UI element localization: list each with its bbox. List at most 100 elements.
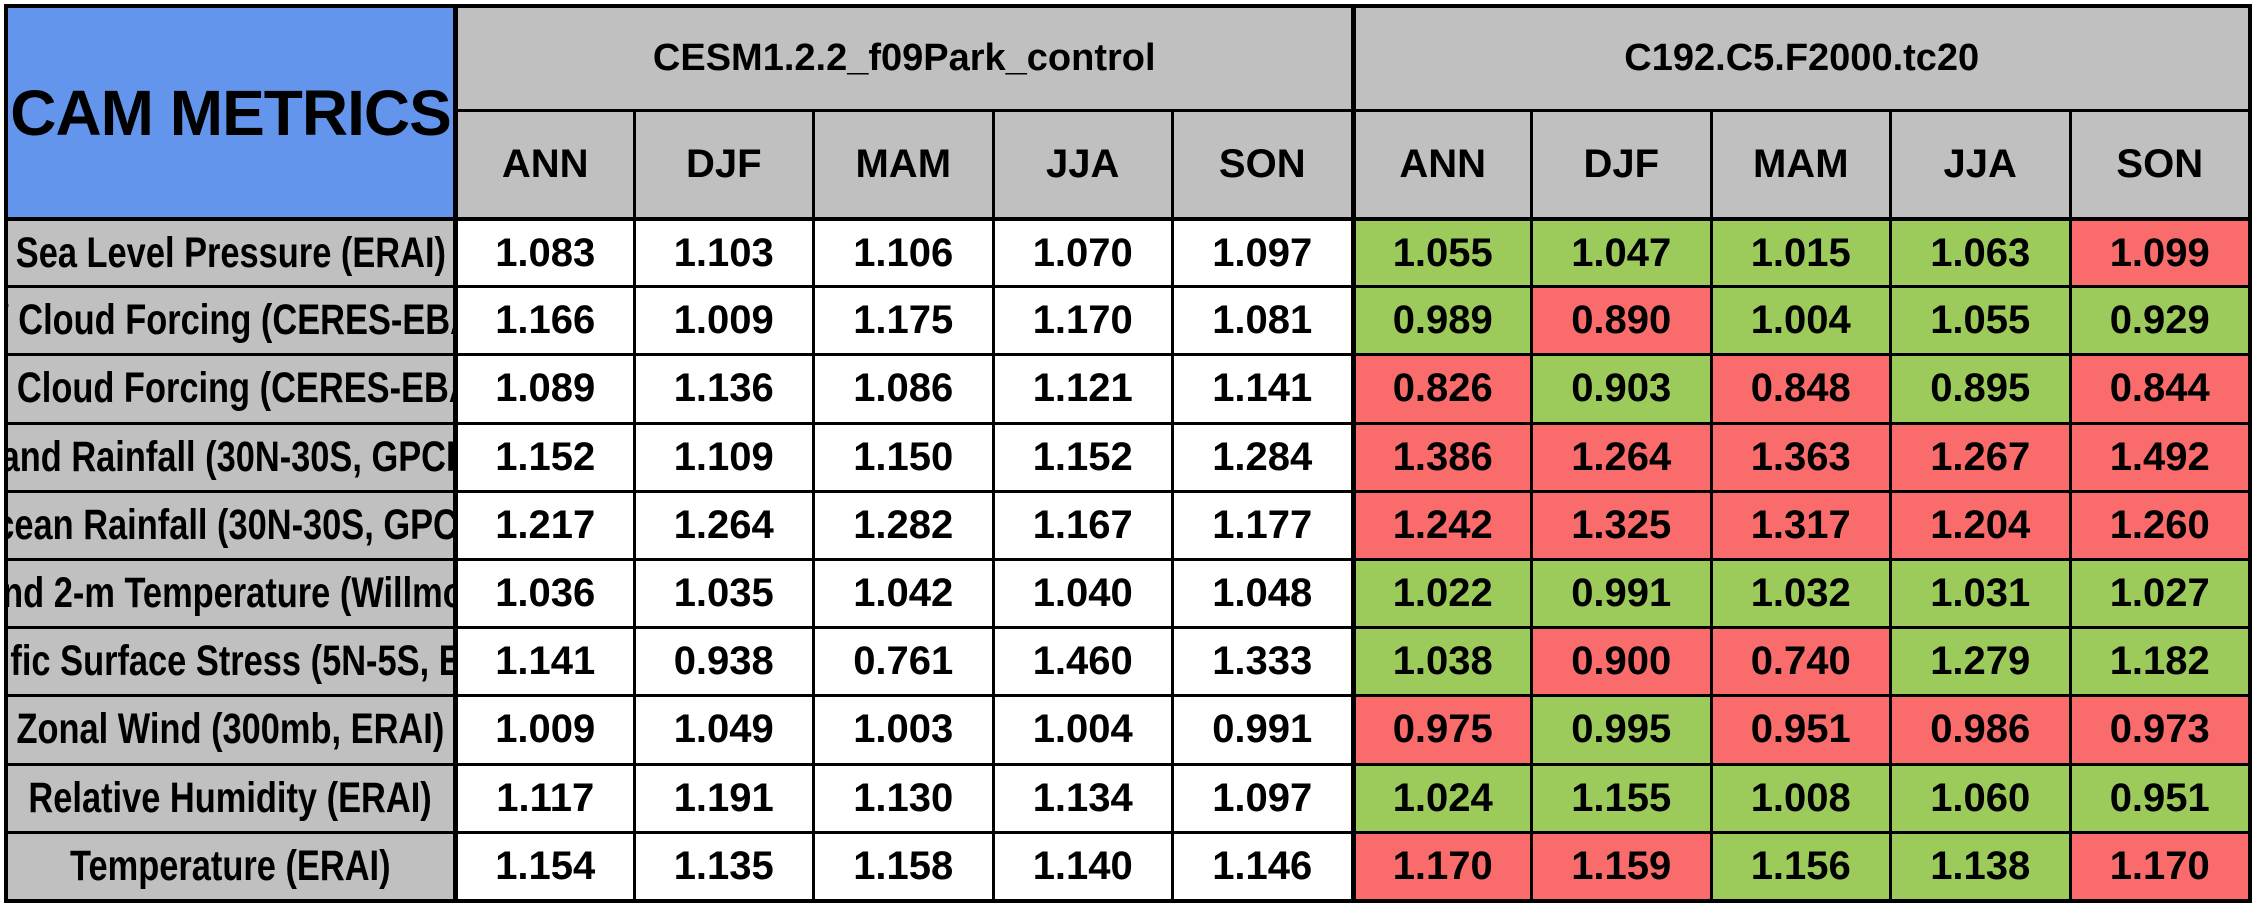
metric-label-text: Land Rainfall (30N-30S, GPCP) <box>8 432 453 481</box>
c192-value-cell: 1.264 <box>1533 424 1710 490</box>
metric-label: Ocean Rainfall (30N-30S, GPCP) <box>8 492 453 558</box>
c192-value-cell: 1.027 <box>2071 560 2248 627</box>
table-title-cell: CAM METRICS <box>8 8 453 217</box>
c192-value-cell: 1.038 <box>1353 629 1530 695</box>
c192-value-cell: 1.024 <box>1353 765 1530 831</box>
cesm-value-cell: 1.166 <box>456 288 633 354</box>
cesm-value-cell: 1.177 <box>1174 492 1351 558</box>
c192-value-cell: 1.170 <box>2071 833 2248 899</box>
c192-value-cell: 0.951 <box>2071 765 2248 831</box>
cesm-value-cell: 1.152 <box>456 424 633 490</box>
c192-value-cell: 0.951 <box>1712 697 1889 763</box>
cesm-value-cell: 1.109 <box>635 424 812 490</box>
c192-value-cell: 1.492 <box>2071 424 2248 490</box>
c192-value-cell: 1.015 <box>1712 220 1889 286</box>
c192-value-cell: 1.363 <box>1712 424 1889 490</box>
cesm-value-cell: 1.135 <box>635 833 812 899</box>
cesm-value-cell: 1.097 <box>1174 220 1351 286</box>
c192-value-cell: 1.099 <box>2071 220 2248 286</box>
metric-label-text: Temperature (ERAI) <box>70 841 391 890</box>
metric-label: Pacific Surface Stress (5N-5S, ERS) <box>8 629 453 695</box>
cesm-value-cell: 0.761 <box>815 629 992 695</box>
c192-value-cell: 1.004 <box>1712 288 1889 354</box>
cesm-value-cell: 1.264 <box>635 492 812 558</box>
cesm-value-cell: 1.150 <box>815 424 992 490</box>
cesm-value-cell: 1.191 <box>635 765 812 831</box>
cesm-value-cell: 1.009 <box>635 288 812 354</box>
cesm-value-cell: 1.086 <box>815 356 992 422</box>
metric-label-text: Pacific Surface Stress (5N-5S, ERS) <box>8 637 453 686</box>
c192-value-cell: 1.182 <box>2071 629 2248 695</box>
metric-label: Sea Level Pressure (ERAI) <box>8 220 453 286</box>
c192-value-cell: 1.267 <box>1892 424 2069 490</box>
season-header-c192: MAM <box>1712 112 1889 217</box>
c192-value-cell: 0.986 <box>1892 697 2069 763</box>
cesm-value-cell: 0.938 <box>635 629 812 695</box>
c192-value-cell: 1.325 <box>1533 492 1710 558</box>
cesm-value-cell: 1.167 <box>994 492 1171 558</box>
cesm-value-cell: 1.040 <box>994 560 1171 627</box>
c192-value-cell: 1.204 <box>1892 492 2069 558</box>
c192-value-cell: 0.995 <box>1533 697 1710 763</box>
column-group-label: C192.C5.F2000.tc20 <box>1624 37 1980 79</box>
cesm-value-cell: 1.049 <box>635 697 812 763</box>
c192-value-cell: 1.060 <box>1892 765 2069 831</box>
c192-value-cell: 0.929 <box>2071 288 2248 354</box>
c192-value-cell: 1.031 <box>1892 560 2069 627</box>
metric-label: Relative Humidity (ERAI) <box>8 765 453 831</box>
cesm-value-cell: 1.141 <box>1174 356 1351 422</box>
metric-label-text: Relative Humidity (ERAI) <box>28 773 433 822</box>
cesm-value-cell: 1.106 <box>815 220 992 286</box>
c192-value-cell: 1.242 <box>1353 492 1530 558</box>
c192-value-cell: 1.138 <box>1892 833 2069 899</box>
c192-value-cell: 1.022 <box>1353 560 1530 627</box>
season-header-cesm: ANN <box>456 112 633 217</box>
cesm-value-cell: 1.097 <box>1174 765 1351 831</box>
season-header-cesm: MAM <box>815 112 992 217</box>
cesm-value-cell: 1.003 <box>815 697 992 763</box>
c192-value-cell: 1.008 <box>1712 765 1889 831</box>
c192-value-cell: 1.032 <box>1712 560 1889 627</box>
column-group-header-cesm: CESM1.2.2_f09Park_control <box>456 8 1351 109</box>
metric-label: Temperature (ERAI) <box>8 833 453 899</box>
cesm-value-cell: 1.036 <box>456 560 633 627</box>
cesm-value-cell: 1.081 <box>1174 288 1351 354</box>
cam-metrics-table: CAM METRICS CESM1.2.2_f09Park_control C1… <box>4 4 2252 903</box>
season-header-c192: JJA <box>1892 112 2069 217</box>
cesm-value-cell: 1.103 <box>635 220 812 286</box>
c192-value-cell: 1.155 <box>1533 765 1710 831</box>
metric-label-text: Land 2-m Temperature (Willmott) <box>8 569 453 618</box>
c192-value-cell: 0.900 <box>1533 629 1710 695</box>
cesm-value-cell: 1.282 <box>815 492 992 558</box>
cesm-value-cell: 1.134 <box>994 765 1171 831</box>
metric-label: LW Cloud Forcing (CERES-EBAF) <box>8 356 453 422</box>
c192-value-cell: 0.991 <box>1533 560 1710 627</box>
cesm-value-cell: 1.009 <box>456 697 633 763</box>
c192-value-cell: 0.975 <box>1353 697 1530 763</box>
cesm-value-cell: 1.152 <box>994 424 1171 490</box>
cesm-value-cell: 1.158 <box>815 833 992 899</box>
cesm-value-cell: 1.140 <box>994 833 1171 899</box>
cesm-value-cell: 1.083 <box>456 220 633 286</box>
c192-value-cell: 0.740 <box>1712 629 1889 695</box>
c192-value-cell: 0.848 <box>1712 356 1889 422</box>
cesm-value-cell: 1.146 <box>1174 833 1351 899</box>
c192-value-cell: 1.159 <box>1533 833 1710 899</box>
cesm-value-cell: 1.141 <box>456 629 633 695</box>
c192-value-cell: 1.047 <box>1533 220 1710 286</box>
c192-value-cell: 0.973 <box>2071 697 2248 763</box>
cesm-value-cell: 1.042 <box>815 560 992 627</box>
season-header-c192: ANN <box>1353 112 1530 217</box>
c192-value-cell: 1.317 <box>1712 492 1889 558</box>
cesm-value-cell: 1.170 <box>994 288 1171 354</box>
metric-label: SW Cloud Forcing (CERES-EBAF) <box>8 288 453 354</box>
table-title: CAM METRICS <box>10 76 452 149</box>
cesm-value-cell: 1.175 <box>815 288 992 354</box>
column-group-header-c192: C192.C5.F2000.tc20 <box>1353 8 2248 109</box>
cesm-value-cell: 1.284 <box>1174 424 1351 490</box>
cesm-value-cell: 1.136 <box>635 356 812 422</box>
cesm-value-cell: 1.089 <box>456 356 633 422</box>
metric-label-text: LW Cloud Forcing (CERES-EBAF) <box>8 364 453 413</box>
cesm-value-cell: 1.460 <box>994 629 1171 695</box>
c192-value-cell: 0.826 <box>1353 356 1530 422</box>
